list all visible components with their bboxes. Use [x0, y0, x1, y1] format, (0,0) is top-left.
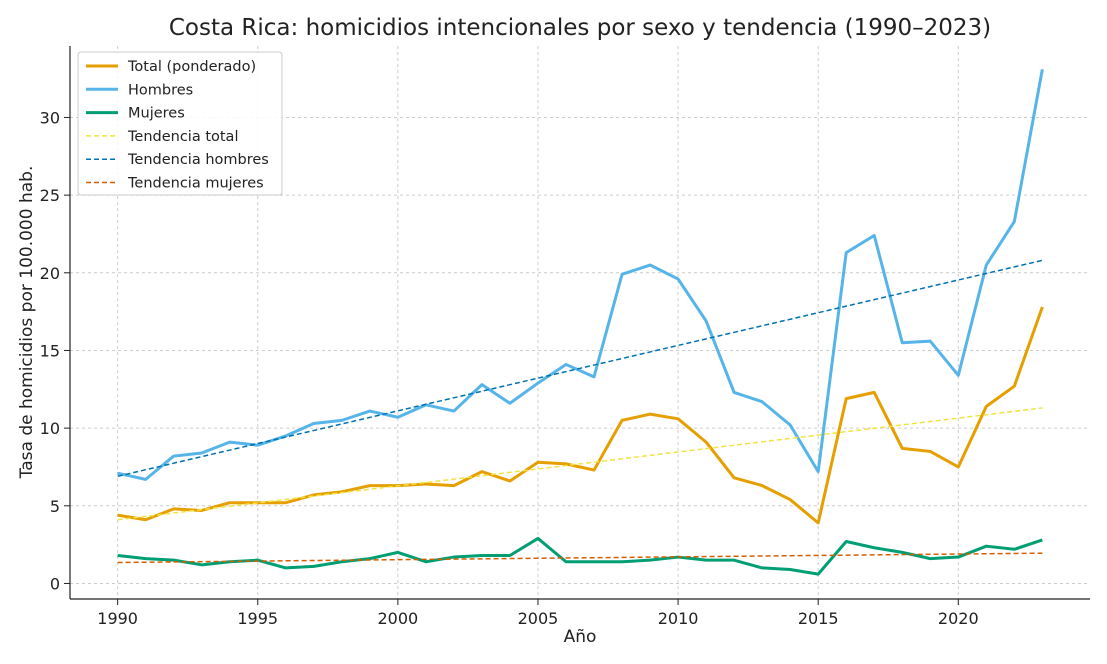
y-axis-label: Tasa de homicidios por 100.000 hab.: [17, 166, 37, 480]
y-tick-label: 20: [40, 264, 60, 283]
x-tick-label: 2010: [658, 609, 699, 628]
legend-label-tendencia-total: Tendencia total: [127, 129, 238, 145]
legend-label-tendencia-hombres: Tendencia hombres: [127, 152, 269, 168]
legend-box: [77, 51, 283, 196]
legend-label-mujeres: Mujeres: [128, 106, 185, 122]
series-line-total-ponderado-: [117, 306, 1044, 525]
x-tick-label: 1995: [237, 609, 278, 628]
series-line-mujeres: [117, 536, 1043, 576]
trend-line-tendencia-hombres: [117, 259, 1043, 478]
trend-line-tendencia-mujeres: [117, 552, 1043, 564]
y-tick-label: 30: [40, 108, 60, 127]
y-tick-label: 10: [40, 419, 60, 438]
y-tick-label: 0: [50, 574, 60, 593]
legend: Total (ponderado) Hombres Mujeres Tendencia…: [77, 51, 283, 196]
trend-line-tendencia-total: [117, 407, 1043, 521]
x-tick-label: 2020: [938, 609, 979, 628]
x-tick-label: 2005: [518, 609, 559, 628]
x-axis-label: Año: [564, 627, 597, 647]
series-line-hombres: [117, 69, 1044, 481]
x-tick-label: 2000: [377, 609, 418, 628]
legend-label-hombres: Hombres: [128, 82, 193, 98]
y-tick-label: 25: [40, 186, 60, 205]
legend-label-total-ponderado-: Total (ponderado): [127, 59, 256, 75]
chart-title: Costa Rica: homicidios intencionales por…: [169, 15, 991, 41]
y-tick-label: 15: [40, 341, 60, 360]
x-tick-label: 2015: [798, 609, 839, 628]
y-tick-label: 5: [50, 497, 60, 516]
x-tick-label: 1990: [97, 609, 138, 628]
legend-label-tendencia-mujeres: Tendencia mujeres: [127, 176, 264, 192]
